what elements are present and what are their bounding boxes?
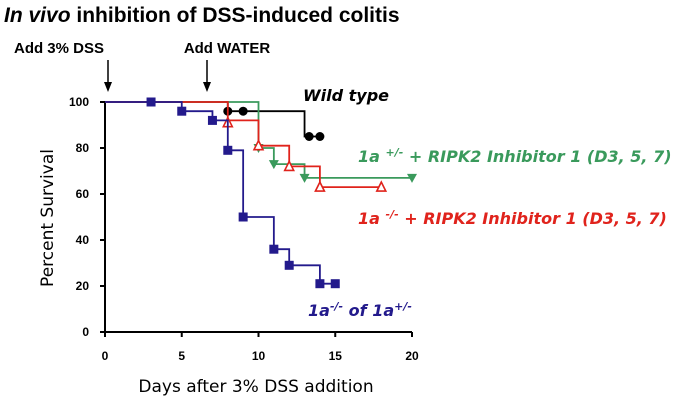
annotation-water: Add WATER	[184, 40, 271, 57]
data-point	[284, 260, 294, 270]
data-point	[268, 160, 279, 170]
data-point	[269, 244, 279, 254]
x-axis-label: Days after 3% DSS addition	[138, 377, 373, 397]
label-superscript: +/-	[386, 146, 404, 159]
label-superscript: +/-	[394, 300, 412, 313]
label-1a-ripk2-inhibitor-1-d3-5-7: 1a +/- + RIPK2 Inhibitor 1 (D3, 5, 7)	[358, 146, 672, 166]
y-tick-label: 60	[76, 187, 90, 201]
data-point	[238, 106, 248, 116]
data-point	[299, 173, 310, 183]
data-point	[375, 180, 388, 192]
label-text: 1a	[358, 147, 386, 166]
y-tick-label: 100	[69, 95, 89, 109]
axes: 0 5 10 15 20 0 20 40 60 80 100	[69, 95, 419, 363]
y-tick-label: 0	[82, 325, 89, 339]
data-point	[407, 173, 417, 183]
x-tick-label: 20	[405, 349, 419, 363]
data-point	[238, 212, 248, 222]
series-layer	[105, 97, 417, 289]
data-point	[177, 106, 187, 116]
survival-line	[105, 101, 382, 188]
arrow-head-dss	[104, 82, 112, 92]
data-point	[330, 279, 340, 289]
data-point	[223, 145, 233, 155]
arrow-head-water	[203, 82, 211, 92]
x-tick-label: 5	[178, 349, 185, 363]
label-1a-of-1a: 1a-/- of 1a+/-	[308, 300, 412, 320]
data-point	[283, 159, 295, 172]
chart-title: In vivo inhibition of DSS-induced coliti…	[4, 4, 400, 27]
annotation-dss: Add 3% DSS	[14, 40, 104, 57]
label-1a-ripk2-inhibitor-1-d3-5-7: 1a -/- + RIPK2 Inhibitor 1 (D3, 5, 7)	[358, 208, 667, 228]
label-superscript: -/-	[386, 208, 399, 221]
series-1a-of-1a	[105, 97, 340, 289]
data-point	[207, 115, 217, 125]
data-point	[315, 279, 325, 289]
data-point	[252, 138, 265, 151]
annotations: Add 3% DSS Add WATER	[14, 40, 270, 92]
label-text: of 1a	[343, 301, 394, 320]
label-text: 1a	[358, 209, 386, 228]
label-text: + RIPK2 Inhibitor 1 (D3, 5, 7)	[399, 209, 667, 228]
survival-line	[105, 101, 336, 285]
label-superscript: -/-	[330, 300, 343, 313]
label-text: Wild type	[303, 86, 389, 105]
y-tick-label: 20	[76, 279, 90, 293]
x-tick-label: 15	[329, 349, 343, 363]
chart-title-italic: In vivo	[4, 4, 71, 27]
data-point	[315, 132, 325, 141]
data-point	[314, 180, 326, 192]
x-tick-label: 10	[252, 349, 266, 363]
data-point	[304, 132, 314, 141]
label-text: 1a	[308, 301, 330, 320]
label-text: + RIPK2 Inhibitor 1 (D3, 5, 7)	[403, 147, 671, 166]
y-tick-label: 80	[76, 141, 90, 155]
data-point	[146, 97, 156, 107]
series-labels: Wild type 1a +/- + RIPK2 Inhibitor 1 (D3,…	[303, 86, 672, 320]
y-axis-label: Percent Survival	[38, 149, 58, 287]
label-wild-type: Wild type	[303, 86, 389, 105]
series-1a-ripk2-inhibitor-1-d3-5-7	[105, 101, 417, 183]
x-tick-label: 0	[102, 349, 109, 363]
y-tick-label: 40	[76, 233, 90, 247]
chart-title-rest: inhibition of DSS-induced colitis	[71, 4, 400, 27]
